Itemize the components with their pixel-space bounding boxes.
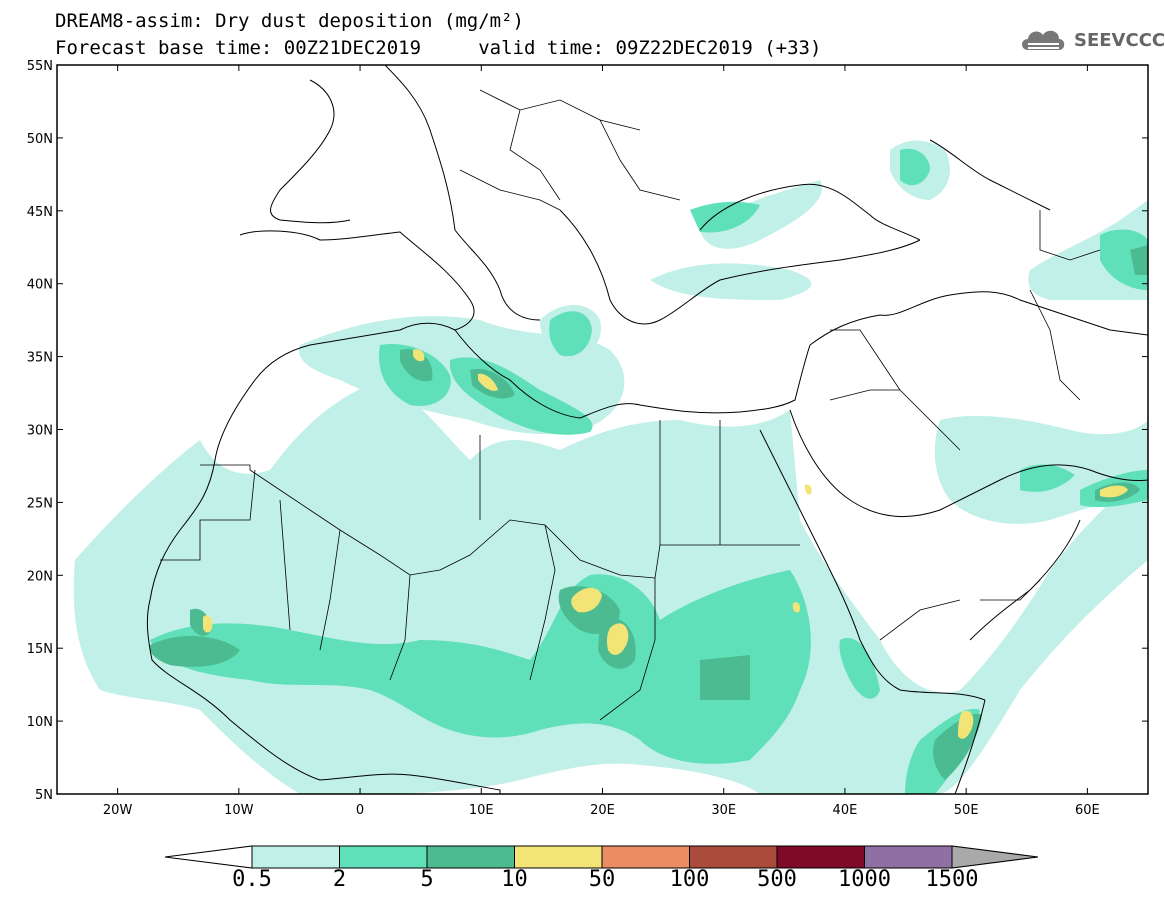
colorbar [164, 845, 1039, 869]
coastlines [146, 65, 1148, 794]
lon-tick-label: 50E [954, 803, 979, 818]
colorbar-label: 2 [332, 867, 347, 892]
seevccc-logo: SEEVCCC [1018, 24, 1165, 56]
colorbar-swatch [514, 845, 603, 869]
country-borders [160, 89, 1101, 721]
cloud-icon [1022, 30, 1065, 50]
colorbar-swatch [601, 845, 690, 869]
lon-tick-label: 10E [469, 803, 494, 818]
colorbar-label: 1500 [925, 867, 979, 892]
lon-tick-label: 60E [1075, 803, 1100, 818]
colorbar-label: 1000 [838, 867, 891, 892]
lat-tick-label: 20N [27, 569, 53, 584]
colorbar-label: 50 [588, 867, 616, 892]
lat-tick-label: 35N [27, 351, 53, 366]
colorbar-swatch [339, 845, 428, 869]
colorbar-label: 100 [669, 867, 710, 892]
colorbar-label: 0.5 [232, 867, 272, 892]
lon-tick-label: 20E [590, 803, 615, 818]
lat-tick-label: 45N [27, 205, 53, 220]
lat-tick-label: 5N [35, 788, 53, 803]
lon-tick-label: 20W [103, 803, 133, 818]
lat-tick-label: 50N [27, 132, 53, 147]
lat-tick-label: 10N [27, 715, 53, 730]
lat-tick-label: 25N [27, 496, 53, 511]
colorbar-swatch [864, 845, 953, 869]
lat-tick-label: 30N [27, 424, 53, 439]
axis-ticks: 20W 10W 0 10E 20E 30E 40E 50E 60E 55N 50N 45N 40N 35N… [27, 59, 1148, 818]
map-title: DREAM8-assim: Dry dust deposition (mg/m²… [55, 10, 524, 32]
deposition-field [73, 140, 1148, 794]
logo-text: SEEVCCC [1074, 29, 1165, 51]
colorbar-under-arrow [164, 845, 253, 869]
colorbar-label: 10 [501, 867, 528, 892]
lat-tick-label: 15N [27, 642, 53, 657]
colorbar-swatch [251, 845, 340, 869]
lat-tick-label: 40N [27, 278, 53, 293]
colorbar-over-arrow [951, 845, 1039, 869]
lon-tick-label: 0 [356, 803, 364, 818]
forecast-time-line: Forecast base time: 00Z21DEC2019 valid t… [55, 37, 822, 59]
colorbar-swatch [776, 845, 865, 869]
lon-tick-label: 30E [711, 803, 736, 818]
colorbar-label: 5 [420, 867, 434, 892]
lat-tick-label: 55N [27, 59, 53, 74]
colorbar-label: 500 [757, 867, 797, 892]
colorbar-swatch [689, 845, 778, 869]
lon-tick-label: 40E [833, 803, 858, 818]
lon-tick-label: 10W [224, 803, 254, 818]
deposition-level-10 [203, 349, 1128, 739]
colorbar-swatch [426, 845, 515, 869]
